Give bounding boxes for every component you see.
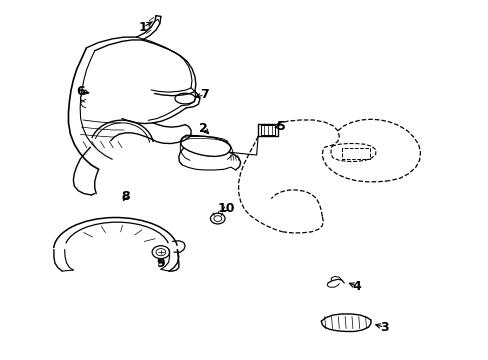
Text: 6: 6 [76,85,84,98]
Text: 2: 2 [199,122,207,135]
Text: 9: 9 [156,257,165,270]
Text: 8: 8 [121,190,129,203]
Text: 3: 3 [380,321,388,334]
Text: 10: 10 [217,202,234,215]
Text: 5: 5 [276,120,285,133]
Text: 1: 1 [139,21,147,33]
Text: 7: 7 [200,89,208,102]
Text: 4: 4 [352,280,361,293]
